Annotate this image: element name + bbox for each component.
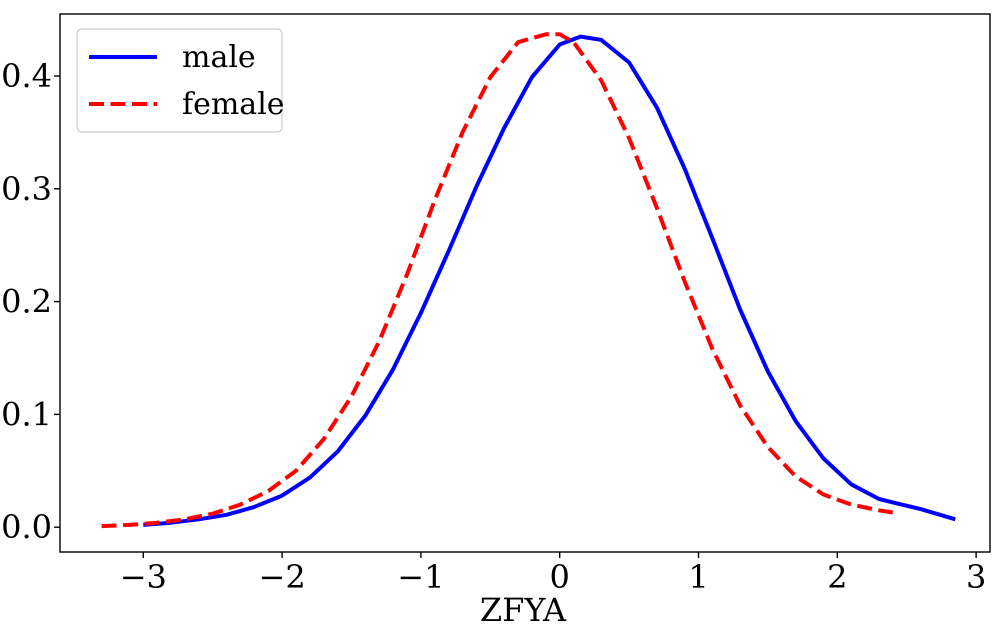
y-axis-ticks: 0.0 0.1 0.2 0.3 0.4 [1, 57, 60, 546]
legend: male female [76, 28, 285, 133]
y-tick-label: 0.0 [1, 508, 52, 546]
y-tick-label: 0.3 [1, 170, 52, 208]
legend-box [76, 28, 283, 133]
y-tick-label: 0.2 [1, 283, 52, 321]
x-tick-label: 1 [688, 558, 708, 596]
legend-label-male: male [182, 40, 256, 75]
x-axis-ticks: −3 −2 −1 0 1 2 3 [120, 552, 986, 596]
x-tick-label: 0 [550, 558, 570, 596]
x-tick-label: 3 [966, 558, 986, 596]
y-tick-label: 0.4 [1, 57, 52, 95]
x-tick-label: 2 [827, 558, 847, 596]
x-tick-label: −3 [120, 558, 167, 596]
x-tick-label: −2 [259, 558, 306, 596]
series-layer [101, 32, 956, 529]
series-line-female [101, 32, 894, 529]
x-tick-label: −1 [397, 558, 444, 596]
series-line-male [143, 34, 956, 527]
legend-label-female: female [182, 87, 285, 122]
x-axis-label: ZFYA [480, 591, 567, 629]
y-tick-label: 0.1 [1, 395, 52, 433]
plot-frame [59, 13, 991, 553]
